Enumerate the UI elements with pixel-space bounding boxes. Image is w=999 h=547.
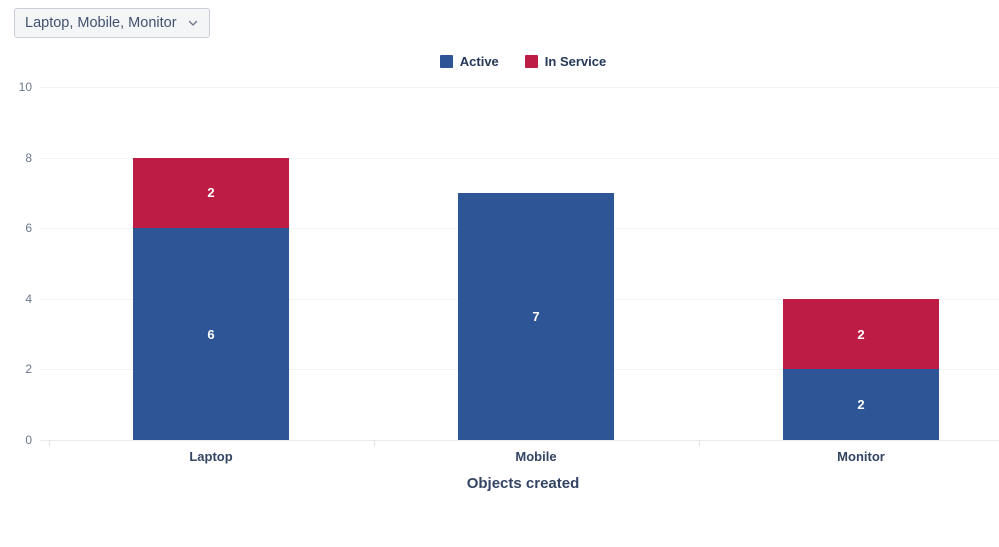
y-tick-label-8: 8	[25, 150, 32, 165]
legend-item-active[interactable]: Active	[439, 54, 499, 69]
y-tick-label-6: 6	[25, 221, 32, 236]
y-tick-label-4: 4	[25, 291, 32, 306]
bar-value-label: 2	[857, 397, 865, 413]
object-type-filter-dropdown[interactable]: Laptop, Mobile, Monitor	[14, 8, 210, 38]
gridline-y-10	[40, 87, 999, 88]
x-axis-tick-2	[698, 440, 700, 446]
x-axis-title: Objects created	[466, 475, 580, 492]
chart-legend: Active In Service	[0, 54, 999, 69]
x-category-label-mobile: Mobile	[515, 449, 557, 464]
y-tick-label-2: 2	[25, 362, 32, 377]
legend-label: Active	[459, 54, 499, 69]
bar-segment-laptop-active[interactable]: 6	[133, 228, 289, 440]
y-tick-label-0: 0	[25, 433, 32, 447]
gridline-y-0	[40, 440, 999, 441]
bar-segment-laptop-in-service[interactable]: 2	[133, 157, 289, 229]
x-axis-tick-1	[373, 440, 375, 446]
bar-value-label: 2	[207, 185, 215, 201]
legend-label: In Service	[544, 54, 607, 69]
x-category-label-monitor: Monitor	[837, 449, 885, 464]
bar-value-label: 6	[207, 326, 215, 342]
gridline-y-8	[40, 157, 999, 159]
legend-item-in-service[interactable]: In Service	[524, 54, 607, 69]
filter-selected-values: Laptop, Mobile, Monitor	[25, 15, 177, 31]
legend-swatch	[439, 55, 453, 68]
bar-segment-mobile-active[interactable]: 7	[458, 192, 614, 440]
x-category-label-laptop: Laptop	[189, 449, 233, 464]
bar-value-label: 7	[532, 308, 540, 324]
y-tick-label-10: 10	[18, 80, 32, 94]
chevron-down-icon	[187, 17, 199, 29]
bar-segment-monitor-active[interactable]: 2	[783, 369, 939, 440]
legend-swatch	[524, 55, 538, 68]
bar-segment-monitor-in-service[interactable]: 2	[783, 298, 939, 370]
bar-value-label: 2	[857, 326, 865, 342]
x-axis-tick-0	[48, 440, 50, 446]
